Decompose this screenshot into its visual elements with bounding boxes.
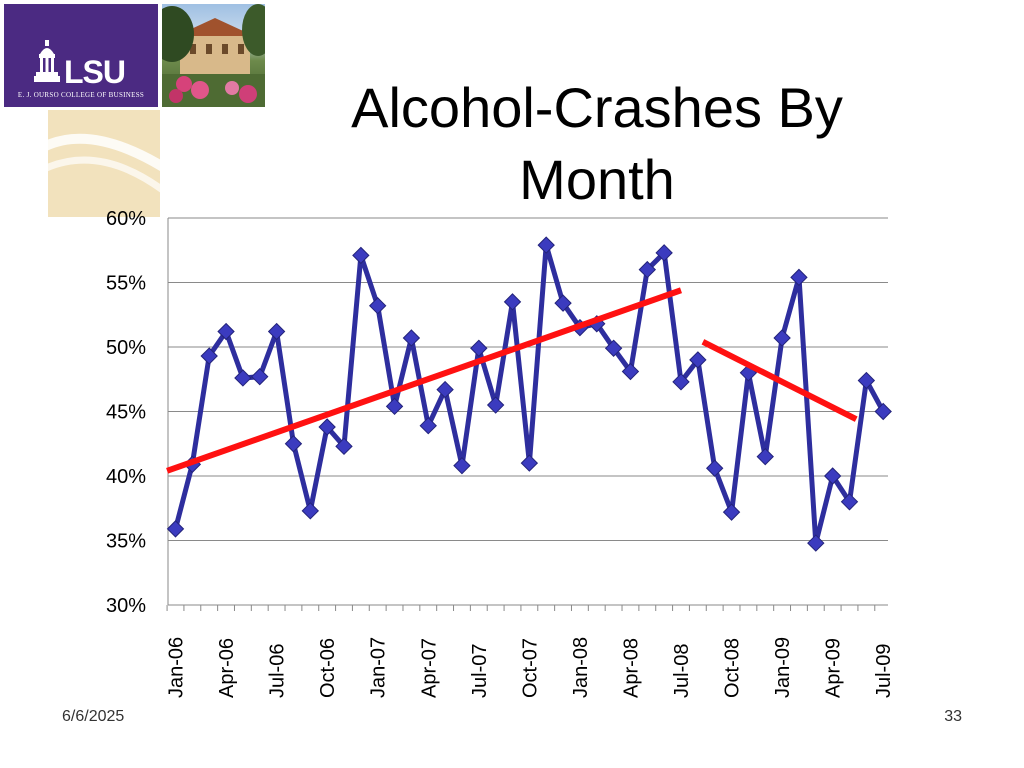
data-point	[453, 456, 471, 475]
data-point	[217, 322, 235, 341]
data-point	[352, 246, 370, 265]
data-point	[857, 371, 876, 390]
data-point	[234, 369, 252, 387]
series-line	[173, 242, 886, 546]
data-point	[301, 502, 320, 520]
data-point	[604, 339, 623, 357]
y-tick-label: 55%	[106, 273, 146, 295]
data-point	[251, 367, 269, 386]
data-point	[638, 260, 657, 279]
decorative-swoosh	[48, 110, 160, 217]
data-point	[689, 351, 707, 369]
data-point	[705, 459, 724, 477]
slide-title-line-2: Month	[519, 148, 675, 211]
x-tick-label: Oct-08	[722, 638, 744, 698]
capitol-dome-icon	[34, 40, 60, 82]
x-tick-label: Apr-06	[216, 638, 238, 698]
data-point	[335, 437, 353, 456]
x-tick-label: Jan-08	[570, 637, 592, 698]
y-tick-label: 40%	[106, 466, 146, 488]
campus-photo	[162, 4, 265, 107]
logo-brand: LSU	[64, 54, 126, 90]
x-tick-label: Apr-07	[418, 638, 440, 698]
data-point	[621, 362, 640, 381]
data-point	[756, 447, 774, 466]
x-tick-label: Jan-07	[368, 637, 390, 698]
y-tick-label: 30%	[106, 595, 146, 617]
data-point	[385, 397, 404, 416]
x-tick-label: Jan-09	[772, 637, 794, 698]
data-point	[554, 294, 572, 312]
data-point	[655, 244, 673, 262]
y-tick-label: 35%	[106, 531, 146, 553]
lsu-logo: LSU E. J. OURSO COLLEGE OF BUSINESS	[4, 4, 158, 107]
data-point	[790, 268, 808, 287]
data-point	[318, 418, 336, 436]
y-tick-label: 45%	[106, 402, 146, 424]
slide-title-line-1: Alcohol-Crashes By	[351, 76, 843, 139]
x-tick-label: Jul-07	[469, 644, 491, 698]
logo-college-name: E. J. OURSO COLLEGE OF BUSINESS	[17, 91, 145, 99]
data-point	[470, 339, 488, 357]
slide-page-number: 33	[944, 708, 962, 725]
x-tick-label: Jan-06	[166, 637, 188, 698]
data-point	[823, 467, 842, 485]
x-tick-label: Apr-09	[823, 638, 845, 698]
data-point	[722, 503, 741, 521]
x-tick-label: Jul-06	[267, 644, 289, 698]
data-point	[672, 373, 690, 391]
data-point	[874, 402, 892, 421]
data-point	[840, 493, 859, 511]
x-tick-label: Apr-08	[620, 638, 642, 698]
data-point	[773, 329, 791, 347]
x-tick-label: Jul-09	[873, 644, 895, 698]
slide-title: Alcohol-Crashes By Month	[300, 72, 894, 216]
y-tick-label: 60%	[106, 208, 146, 230]
swoosh-graphic	[48, 133, 160, 193]
data-point	[402, 329, 421, 347]
slide-date: 6/6/2025	[62, 708, 125, 725]
data-point	[486, 396, 505, 414]
data-point	[166, 520, 185, 538]
data-point	[267, 322, 286, 341]
data-point	[537, 236, 555, 254]
data-point	[520, 454, 539, 472]
y-tick-label: 50%	[106, 337, 146, 359]
data-point	[200, 347, 218, 365]
data-point	[503, 293, 522, 311]
data-point	[436, 380, 454, 399]
x-tick-label: Jul-08	[671, 644, 693, 698]
data-point	[368, 297, 387, 315]
data-point	[284, 435, 303, 453]
campus-building-image	[162, 4, 265, 107]
data-point	[807, 534, 825, 552]
x-tick-label: Oct-07	[519, 638, 541, 698]
trend-line	[701, 339, 858, 422]
data-point	[419, 416, 437, 435]
trend-line	[166, 287, 682, 474]
x-tick-label: Oct-06	[317, 638, 339, 698]
